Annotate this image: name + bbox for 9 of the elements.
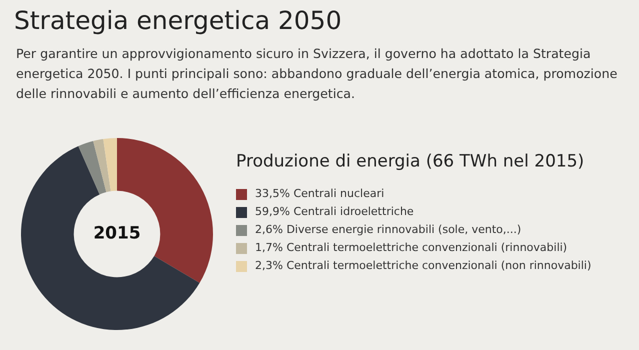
chart-subtitle: Per garantire un approvvigionamento sicuro in Svizzera, il governo ha adottato la Strategia energetica 2050. I punti principali sono: abbandono graduale dell’energia atomica, promozione delle rinnovabili e aumento dell’efficienza energetica. [16, 45, 618, 103]
legend-label: 2,6% Diverse energie rinnovabili (sole, vento,...) [255, 222, 522, 236]
legend-label: 59,9% Centrali idroelettriche [255, 204, 414, 218]
legend-label: 33,5% Centrali nucleari [255, 186, 384, 200]
legend-title: Produzione di energia (66 TWh nel 2015) [236, 151, 584, 172]
chart-title: Strategia energetica 2050 [14, 6, 342, 35]
legend-label: 1,7% Centrali termoelettriche convenzionali (rinnovabili) [255, 240, 568, 254]
text: 2015 [93, 223, 141, 244]
legend-label: 2,3% Centrali termoelettriche convenzionali (non rinnovabili) [255, 258, 592, 272]
